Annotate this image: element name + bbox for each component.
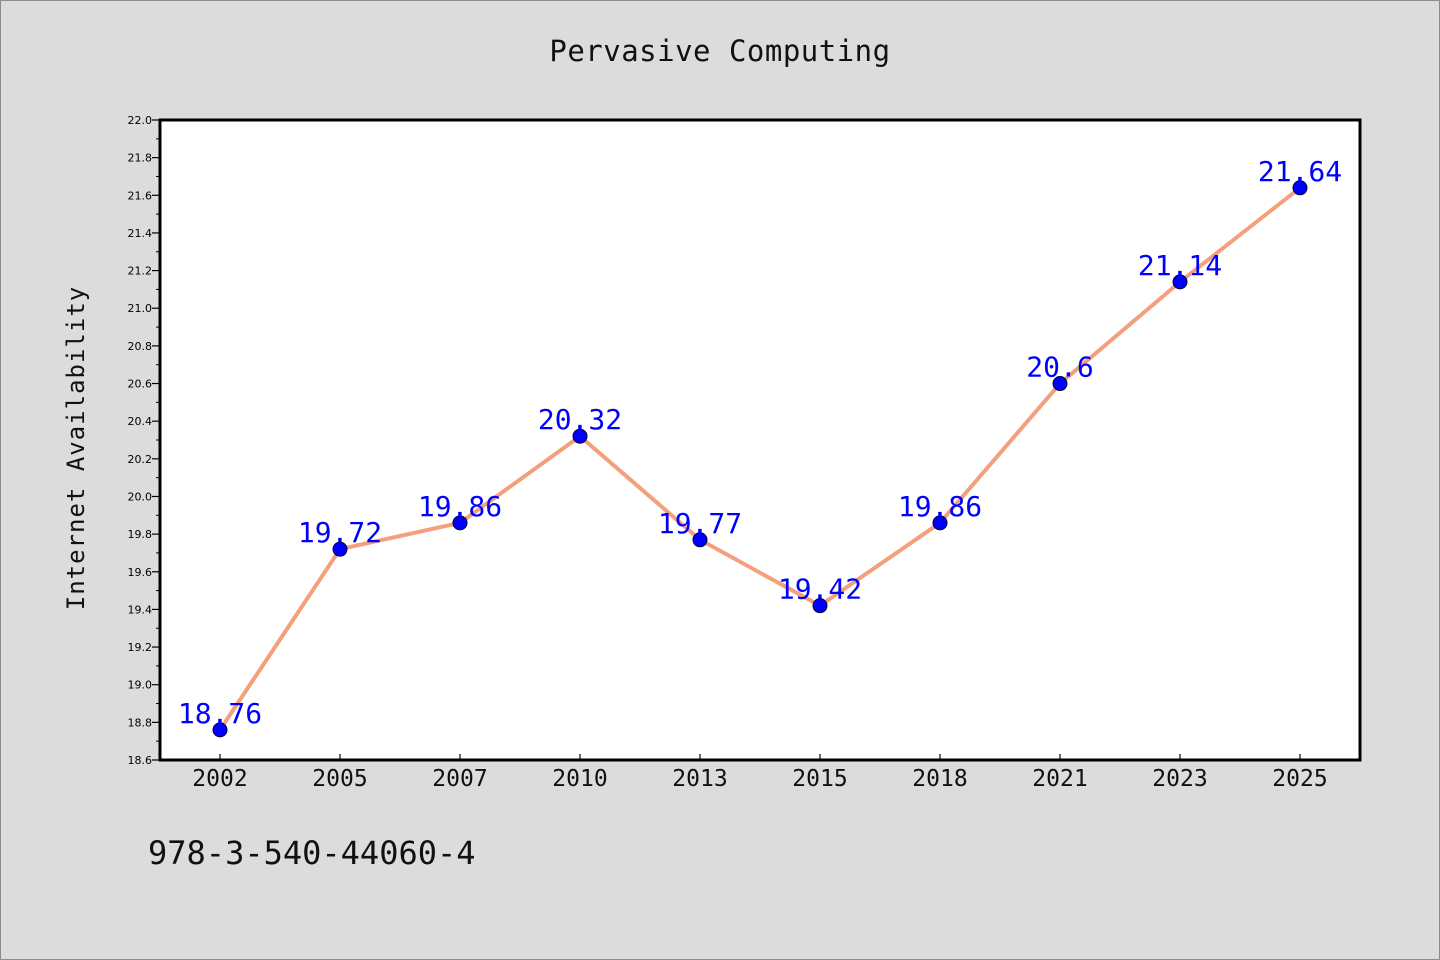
y-tick-label: 21.6 xyxy=(128,189,153,202)
data-label: 19.42 xyxy=(778,573,862,606)
data-point xyxy=(812,598,828,614)
data-point xyxy=(1052,376,1068,392)
y-tick-label: 20.8 xyxy=(128,340,153,353)
data-label: 18.76 xyxy=(178,697,262,730)
y-tick-label: 19.0 xyxy=(128,679,153,692)
y-tick-label: 18.8 xyxy=(128,716,153,729)
data-point xyxy=(932,515,948,531)
data-point xyxy=(212,722,228,738)
x-tick-label: 2015 xyxy=(792,766,847,792)
x-tick-label: 2005 xyxy=(312,766,367,792)
y-tick-label: 21.8 xyxy=(128,152,153,165)
series-line xyxy=(218,185,1302,732)
data-point xyxy=(1292,180,1308,196)
data-label: 19.77 xyxy=(658,507,742,540)
x-tick-label: 2010 xyxy=(552,766,607,792)
x-tick-label: 2023 xyxy=(1152,766,1207,792)
y-tick-label: 19.6 xyxy=(128,566,153,579)
y-tick-label: 20.4 xyxy=(128,415,153,428)
data-label: 20.6 xyxy=(1026,351,1093,384)
x-tick-label: 2013 xyxy=(672,766,727,792)
x-tick-label: 2007 xyxy=(432,766,487,792)
data-point xyxy=(332,541,348,557)
data-point xyxy=(1172,274,1188,290)
x-tick-label: 2025 xyxy=(1272,766,1327,792)
data-label: 19.72 xyxy=(298,516,382,549)
data-label: 19.86 xyxy=(898,490,982,523)
y-tick-label: 19.8 xyxy=(128,528,153,541)
y-tick-label: 19.2 xyxy=(128,641,153,654)
data-point xyxy=(452,515,468,531)
y-tick-label: 20.6 xyxy=(128,378,153,391)
data-label: 19.86 xyxy=(418,490,502,523)
data-label: 21.14 xyxy=(1138,249,1222,282)
data-label: 21.64 xyxy=(1258,155,1342,188)
y-tick-label: 20.0 xyxy=(128,490,153,503)
y-tick-label: 20.2 xyxy=(128,453,153,466)
x-tick-label: 2002 xyxy=(192,766,247,792)
y-tick-label: 22.0 xyxy=(128,114,153,127)
y-tick-label: 19.4 xyxy=(128,603,153,616)
y-tick-label: 21.0 xyxy=(128,302,153,315)
footer-identifier: 978-3-540-44060-4 xyxy=(148,834,476,872)
x-tick-label: 2021 xyxy=(1032,766,1087,792)
data-point xyxy=(572,428,588,444)
y-tick-label: 21.4 xyxy=(128,227,153,240)
data-label: 20.32 xyxy=(538,403,622,436)
x-tick-label: 2018 xyxy=(912,766,967,792)
y-tick-label: 21.2 xyxy=(128,265,153,278)
chart-title: Pervasive Computing xyxy=(549,34,891,68)
plot-area xyxy=(158,118,1362,762)
y-tick-label: 18.6 xyxy=(128,754,153,767)
data-point xyxy=(692,532,708,548)
